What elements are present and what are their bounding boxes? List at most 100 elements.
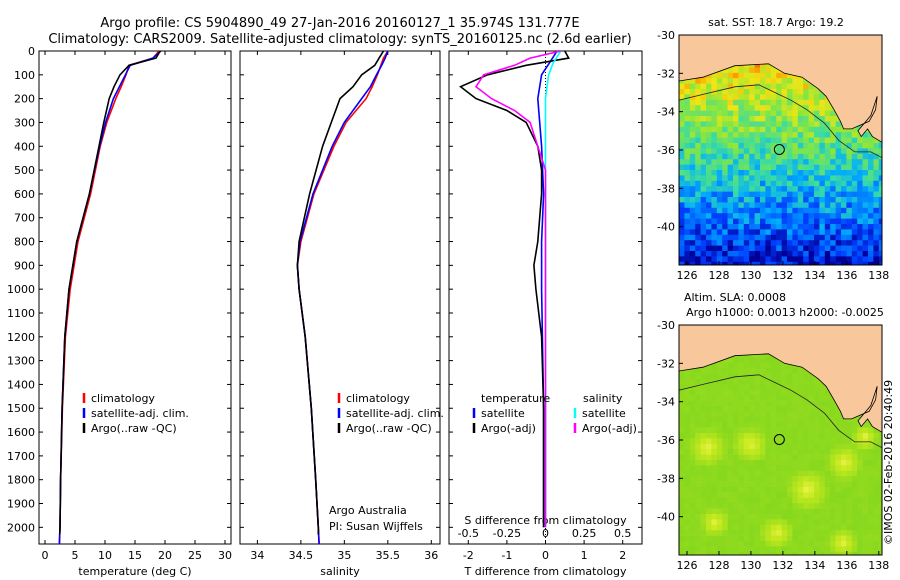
map-cell bbox=[684, 170, 691, 176]
x-tick-label: 136 bbox=[836, 559, 857, 572]
map-cell bbox=[792, 121, 799, 128]
map-cell bbox=[706, 535, 712, 542]
map-cell bbox=[776, 406, 782, 412]
map-cell bbox=[754, 514, 761, 520]
map-cell bbox=[824, 503, 831, 509]
map-cell bbox=[814, 132, 820, 138]
map-cell bbox=[862, 551, 869, 555]
map-cell bbox=[830, 427, 836, 434]
map-cell bbox=[792, 191, 799, 198]
map-cell bbox=[700, 143, 707, 149]
map-cell bbox=[679, 519, 685, 526]
map-cell bbox=[819, 411, 826, 418]
map-cell bbox=[797, 116, 804, 122]
credit-text: ©IMOS 02-Feb-2016 20:40:49 bbox=[882, 380, 895, 545]
map-cell bbox=[689, 481, 696, 488]
map-cell bbox=[814, 94, 820, 101]
map-cell bbox=[857, 519, 863, 526]
map-cell bbox=[760, 191, 766, 198]
map-cell bbox=[857, 497, 863, 504]
map-cell bbox=[749, 245, 755, 252]
map-cell bbox=[862, 470, 869, 477]
map-cell bbox=[835, 416, 842, 423]
map-cell bbox=[749, 137, 755, 144]
map-cell bbox=[830, 202, 836, 209]
map-cell bbox=[830, 256, 836, 263]
map-cell bbox=[700, 180, 707, 187]
map-cell bbox=[695, 487, 701, 493]
map-cell bbox=[727, 234, 734, 241]
map-cell bbox=[846, 551, 853, 555]
x-tick-label: 134 bbox=[804, 269, 825, 282]
map-cell bbox=[738, 476, 745, 482]
map-cell bbox=[706, 481, 712, 488]
map-cell bbox=[862, 541, 869, 547]
map-cell bbox=[797, 137, 804, 144]
map-cell bbox=[792, 261, 799, 265]
map-cell bbox=[711, 180, 718, 187]
map-cell bbox=[857, 148, 863, 155]
map-cell bbox=[700, 126, 707, 133]
map-cell bbox=[711, 143, 718, 149]
map-cell bbox=[760, 89, 766, 95]
map-cell bbox=[824, 143, 831, 149]
map-cell bbox=[868, 229, 874, 236]
map-cell bbox=[808, 438, 815, 445]
map-cell bbox=[733, 481, 739, 488]
map-cell bbox=[851, 256, 858, 263]
map-cell bbox=[830, 218, 836, 225]
map-cell bbox=[749, 443, 755, 450]
map-cell bbox=[797, 416, 804, 423]
map-cell bbox=[765, 159, 772, 165]
map-cell bbox=[679, 143, 685, 149]
map-cell bbox=[738, 524, 745, 531]
map-cell bbox=[873, 427, 880, 434]
legend-label: climatology bbox=[91, 392, 155, 405]
map-cell bbox=[743, 551, 750, 555]
map-cell bbox=[711, 170, 718, 176]
map-cell bbox=[808, 213, 815, 219]
map-cell bbox=[814, 519, 820, 526]
map-cell bbox=[846, 497, 853, 504]
map-cell bbox=[851, 465, 858, 472]
map-cell bbox=[814, 186, 820, 192]
map-cell bbox=[814, 229, 820, 236]
map-cell bbox=[700, 175, 707, 182]
legend-label: climatology bbox=[346, 392, 410, 405]
map-cell bbox=[797, 110, 804, 117]
map-cell bbox=[819, 541, 826, 547]
map-cell bbox=[765, 110, 772, 117]
map-cell bbox=[749, 384, 755, 391]
y-tick-label: -32 bbox=[657, 357, 675, 370]
map-cell bbox=[706, 143, 712, 149]
map-cell bbox=[851, 470, 858, 477]
map-cell bbox=[851, 164, 858, 171]
map-cell bbox=[851, 524, 858, 531]
land-polygon bbox=[679, 35, 882, 143]
map-cell bbox=[873, 143, 880, 149]
y-tick-label: 1400 bbox=[7, 378, 35, 391]
map-cell bbox=[819, 261, 826, 265]
map-cell bbox=[754, 551, 761, 555]
map-cell bbox=[835, 245, 842, 252]
map-cell bbox=[814, 170, 820, 176]
map-cell bbox=[749, 411, 755, 418]
map-cell bbox=[878, 229, 882, 236]
map-cell bbox=[689, 153, 696, 160]
map-cell bbox=[738, 170, 745, 176]
map-cell bbox=[770, 207, 777, 214]
map-cell bbox=[727, 94, 734, 101]
map-cell bbox=[873, 470, 880, 477]
map-cell bbox=[819, 126, 826, 133]
map-cell bbox=[862, 148, 869, 155]
map-cell bbox=[814, 256, 820, 263]
map-cell bbox=[706, 224, 712, 230]
map-cell bbox=[754, 218, 761, 225]
map-cell bbox=[733, 465, 739, 472]
map-cell bbox=[749, 465, 755, 472]
map-cell bbox=[765, 137, 772, 144]
map-cell bbox=[711, 406, 718, 412]
map-cell bbox=[722, 132, 728, 138]
map-cell bbox=[711, 411, 718, 418]
map-cell bbox=[770, 503, 777, 509]
